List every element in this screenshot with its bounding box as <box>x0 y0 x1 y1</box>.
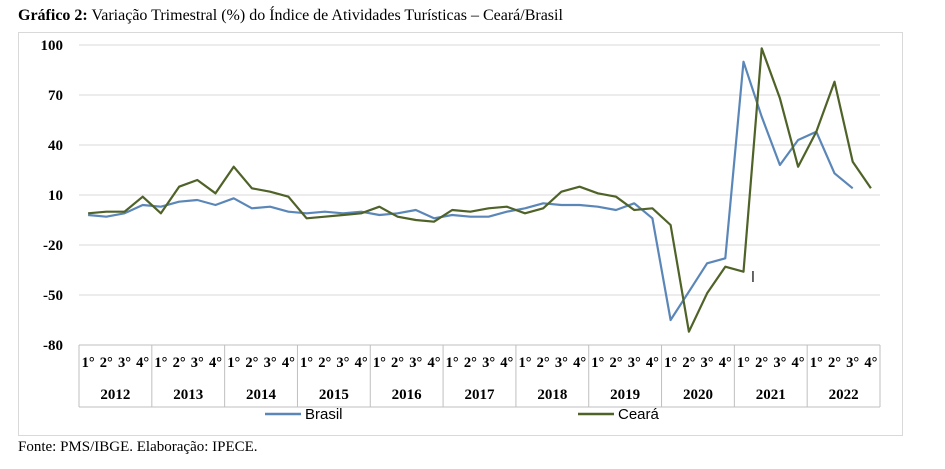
y-tick-label: 70 <box>48 88 63 104</box>
x-tick-label-quarter: 2° <box>245 355 258 371</box>
x-tick-label-quarter: 4° <box>355 355 368 371</box>
y-tick-label: 40 <box>48 138 63 154</box>
x-tick-label-quarter: 4° <box>427 355 440 371</box>
x-tick-label-quarter: 4° <box>864 355 877 371</box>
y-tick-label: -50 <box>43 288 63 304</box>
y-tick-label: 100 <box>41 38 64 54</box>
x-tick-label-year: 2015 <box>319 387 349 403</box>
x-tick-label-quarter: 2° <box>391 355 404 371</box>
x-tick-label-quarter: 4° <box>646 355 659 371</box>
x-tick-label-quarter: 4° <box>282 355 295 371</box>
chart-title-prefix: Gráfico 2: <box>18 7 88 24</box>
x-tick-label-quarter: 3° <box>118 355 131 371</box>
x-tick-label-quarter: 2° <box>828 355 841 371</box>
x-tick-label-year: 2016 <box>392 387 423 403</box>
x-tick-label-quarter: 3° <box>555 355 568 371</box>
x-tick-label-quarter: 2° <box>100 355 113 371</box>
x-tick-label-quarter: 2° <box>755 355 768 371</box>
x-tick-label-quarter: 3° <box>264 355 277 371</box>
x-tick-label-quarter: 2° <box>318 355 331 371</box>
x-tick-label-quarter: 1° <box>518 355 531 371</box>
chart-title: Gráfico 2: Variação Trimestral (%) do Ín… <box>18 7 563 25</box>
x-tick-label-quarter: 3° <box>191 355 204 371</box>
x-tick-label-quarter: 3° <box>846 355 859 371</box>
x-tick-label-year: 2022 <box>829 387 859 403</box>
x-tick-label-quarter: 1° <box>82 355 95 371</box>
x-tick-label-quarter: 1° <box>373 355 386 371</box>
x-tick-label-quarter: 1° <box>591 355 604 371</box>
x-tick-label-quarter: 1° <box>154 355 167 371</box>
x-tick-label-quarter: 1° <box>446 355 459 371</box>
x-tick-label-quarter: 2° <box>464 355 477 371</box>
x-tick-label-quarter: 1° <box>227 355 240 371</box>
y-tick-label: -80 <box>43 338 63 354</box>
x-tick-label-quarter: 1° <box>737 355 750 371</box>
series-line-brasil <box>87 60 854 322</box>
legend-label: Ceará <box>618 406 660 423</box>
x-tick-label-year: 2020 <box>683 387 713 403</box>
x-tick-label-quarter: 3° <box>773 355 786 371</box>
x-tick-label-quarter: 2° <box>173 355 186 371</box>
x-tick-label-quarter: 3° <box>628 355 641 371</box>
x-tick-label-quarter: 4° <box>500 355 513 371</box>
text-cursor-icon: I <box>751 268 755 286</box>
series-line-ceara <box>88 47 872 333</box>
y-tick-label: -20 <box>43 238 63 254</box>
x-tick-label-year: 2013 <box>173 387 203 403</box>
x-tick-label-quarter: 3° <box>409 355 422 371</box>
x-tick-label-quarter: 4° <box>136 355 149 371</box>
source-note: Fonte: PMS/IBGE. Elaboração: IPECE. <box>18 439 258 455</box>
x-tick-label-year: 2021 <box>756 387 786 403</box>
x-tick-label-year: 2019 <box>610 387 640 403</box>
x-tick-label-quarter: 1° <box>810 355 823 371</box>
x-tick-label-quarter: 3° <box>701 355 714 371</box>
x-tick-label-quarter: 4° <box>573 355 586 371</box>
x-tick-label-quarter: 2° <box>537 355 550 371</box>
x-tick-label-quarter: 2° <box>682 355 695 371</box>
x-tick-label-quarter: 4° <box>719 355 732 371</box>
x-tick-label-quarter: 4° <box>792 355 805 371</box>
x-tick-label-quarter: 1° <box>664 355 677 371</box>
x-tick-label-year: 2018 <box>537 387 567 403</box>
x-tick-label-quarter: 4° <box>209 355 222 371</box>
x-tick-label-quarter: 3° <box>336 355 349 371</box>
y-tick-label: 10 <box>48 188 63 204</box>
x-tick-label-year: 2017 <box>465 387 496 403</box>
x-tick-label-quarter: 1° <box>300 355 313 371</box>
x-tick-label-year: 2012 <box>100 387 130 403</box>
x-tick-label-quarter: 2° <box>610 355 623 371</box>
x-tick-label-year: 2014 <box>246 387 277 403</box>
chart-title-text: Variação Trimestral (%) do Índice de Ati… <box>87 7 563 24</box>
chart-frame <box>18 32 903 436</box>
x-tick-label-quarter: 3° <box>482 355 495 371</box>
legend-label: Brasil <box>305 406 343 423</box>
